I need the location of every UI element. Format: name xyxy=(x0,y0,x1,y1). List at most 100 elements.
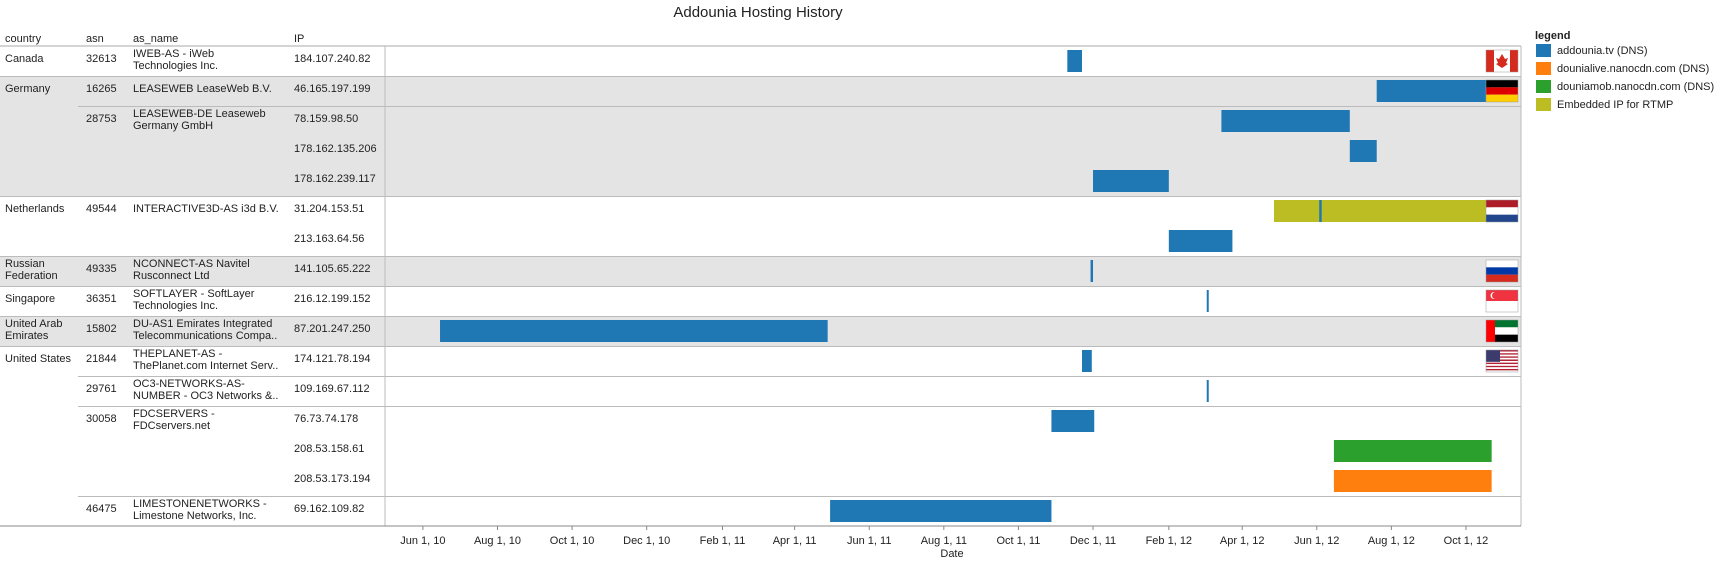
ip-cell: 31.204.153.51 xyxy=(294,203,364,215)
flag-stripe xyxy=(1486,356,1518,358)
as-name-cell: LEASEWEB-DE Leaseweb Germany GmbH xyxy=(133,108,266,132)
gantt-bar xyxy=(1206,290,1209,312)
flag-stripe xyxy=(1486,361,1518,363)
row-bands xyxy=(0,76,1521,346)
gantt-bar xyxy=(830,500,1052,522)
legend-swatch xyxy=(1536,44,1551,57)
ip-cell: 109.169.67.112 xyxy=(294,383,370,395)
as-name-cell: INTERACTIVE3D-AS i3d B.V. xyxy=(133,203,279,215)
country-name-line: United Arab xyxy=(5,318,62,330)
as-name-line: Limestone Networks, Inc. xyxy=(133,510,257,522)
maple-leaf xyxy=(1496,54,1508,68)
as-name-line: SOFTLAYER - SoftLayer xyxy=(133,288,255,300)
ip-cell: 208.53.158.61 xyxy=(294,443,364,455)
country-name: United Arab Emirates xyxy=(5,318,62,342)
as-name-line: FDCservers.net xyxy=(133,420,210,432)
gantt-bar xyxy=(1093,170,1169,192)
as-name-cell: LEASEWEB LeaseWeb B.V. xyxy=(133,83,272,95)
ip-cell: 208.53.173.194 xyxy=(294,473,370,485)
country-name-line: Germany xyxy=(5,83,51,95)
ip-cell: 178.162.239.117 xyxy=(294,173,376,185)
x-tick-label: Feb 1, 12 xyxy=(1146,535,1192,547)
flag-stripe xyxy=(1486,214,1518,222)
as-name-cell: FDCSERVERS -FDCservers.net xyxy=(133,408,215,432)
legend-entry: addounia.tv (DNS) xyxy=(1557,45,1648,57)
ca-flag-icon xyxy=(1485,49,1519,73)
x-axis-label: Date xyxy=(940,548,963,560)
flag-border xyxy=(1485,259,1519,283)
flag-stripe xyxy=(1486,354,1518,357)
flag-stripe xyxy=(1486,207,1518,215)
flag-stripe xyxy=(1486,357,1518,360)
flag-stripe xyxy=(1486,80,1518,88)
country-name: Germany xyxy=(5,83,51,95)
gantt-bar xyxy=(1333,440,1492,462)
ip-cell: 46.165.197.199 xyxy=(294,83,370,95)
flag-stripe xyxy=(1486,320,1495,342)
x-tick-label: Jun 1, 11 xyxy=(847,535,891,547)
ip-cell: 178.162.135.206 xyxy=(294,143,377,155)
as-name-line: Germany GmbH xyxy=(133,120,213,132)
flag-stripe xyxy=(1486,367,1518,369)
flag-stripe xyxy=(1486,274,1518,282)
as-name-cell: IWEB-AS - iWeb Technologies Inc. xyxy=(133,48,218,72)
asn-cell: 49544 xyxy=(86,203,117,215)
as-name-line: INTERACTIVE3D-AS i3d B.V. xyxy=(133,203,279,215)
legend: legend addounia.tv (DNS) dounialive.nanoc… xyxy=(1535,30,1714,111)
gantt-bar xyxy=(1376,80,1490,102)
x-tick-label: Oct 1, 10 xyxy=(550,535,595,547)
gridlines xyxy=(0,45,1522,527)
column-header-asn: asn xyxy=(86,33,104,45)
sg-flag-icon xyxy=(1485,289,1519,313)
asn-cell: 46475 xyxy=(86,503,117,515)
table-cells: Canada Germany Netherlands Russian Federatio… xyxy=(5,48,377,522)
x-tick-label: Oct 1, 11 xyxy=(997,535,1041,547)
legend-swatch xyxy=(1536,80,1551,93)
gantt-bar xyxy=(1333,470,1492,492)
as-name-line: NCONNECT-AS Navitel xyxy=(133,258,250,270)
flag-stripe xyxy=(1486,365,1518,368)
legend-title: legend xyxy=(1535,30,1570,42)
as-name-line: DU-AS1 Emirates Integrated xyxy=(133,318,272,330)
x-tick-label: Aug 1, 11 xyxy=(921,535,967,547)
legend-swatch xyxy=(1536,62,1551,75)
gantt-bar xyxy=(440,320,828,342)
flag-stripe xyxy=(1486,290,1518,301)
flag-stripe xyxy=(1486,359,1518,361)
gantt-bar xyxy=(1206,380,1209,402)
country-band xyxy=(0,256,1521,286)
country-name: Netherlands xyxy=(5,203,65,215)
country-name-line: Singapore xyxy=(5,293,55,305)
ip-cell: 184.107.240.82 xyxy=(294,53,370,65)
flag-border xyxy=(1485,319,1519,343)
asn-cell: 49335 xyxy=(86,263,117,275)
asn-cell: 15802 xyxy=(86,323,117,335)
flag-border xyxy=(1485,49,1519,73)
ru-flag-icon xyxy=(1485,259,1519,283)
gantt-bar xyxy=(1319,200,1322,222)
flag-border xyxy=(1485,349,1519,373)
as-name-line: OC3-NETWORKS-AS- xyxy=(133,378,245,390)
flags xyxy=(1485,49,1519,373)
country-name: United States xyxy=(5,353,72,365)
flag-stripe xyxy=(1486,260,1518,268)
flag-border xyxy=(1485,199,1519,223)
flag-stripe xyxy=(1486,351,1518,354)
gantt-bar xyxy=(1221,110,1350,132)
flag-stripe xyxy=(1486,350,1518,352)
as-name-line: IWEB-AS - iWeb xyxy=(133,48,214,60)
flag-stripe xyxy=(1486,267,1518,275)
as-name-line: LEASEWEB-DE Leaseweb xyxy=(133,108,266,120)
flag-stripe xyxy=(1486,370,1518,372)
flag-stripe xyxy=(1486,200,1518,208)
ip-cell: 216.12.199.152 xyxy=(294,293,370,305)
asn-cell: 21844 xyxy=(86,353,117,365)
as-name-line: FDCSERVERS - xyxy=(133,408,215,420)
ip-cell: 87.201.247.250 xyxy=(294,323,370,335)
as-name-cell: NCONNECT-AS Navitel Rusconnect Ltd xyxy=(133,258,250,282)
column-header-country: country xyxy=(5,33,42,45)
ip-cell: 78.159.98.50 xyxy=(294,113,358,125)
gantt-bar xyxy=(1349,140,1377,162)
as-name-cell: THEPLANET-AS -ThePlanet.com Internet Ser… xyxy=(133,348,278,372)
